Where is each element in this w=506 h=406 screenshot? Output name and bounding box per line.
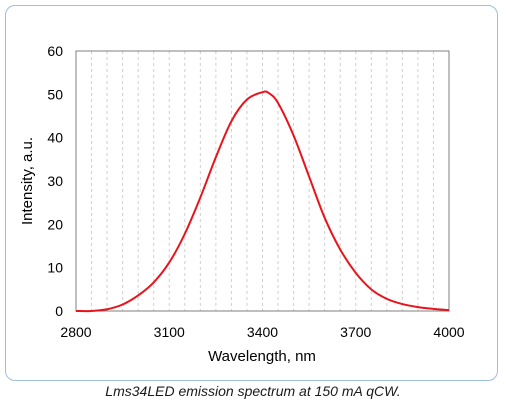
y-tick-label: 30 [47, 173, 63, 189]
x-tick-label: 2800 [60, 324, 91, 340]
y-tick-label: 60 [47, 43, 63, 59]
chart-frame [5, 5, 498, 381]
line-chart: 0 10 20 30 40 50 60 2800 3100 3400 3700 4000 Wavel… [19, 43, 465, 365]
x-tick-label: 3700 [340, 324, 371, 340]
y-tick-label: 0 [55, 303, 63, 319]
y-tick-label: 20 [47, 216, 63, 232]
y-tick-label: 40 [47, 130, 63, 146]
x-axis-title: Wavelength, nm [208, 348, 316, 365]
series-layer [75, 90, 450, 313]
y-tick-label: 10 [47, 260, 63, 276]
x-tick-labels: 2800 3100 3400 3700 4000 [60, 324, 464, 340]
y-tick-labels: 0 10 20 30 40 50 60 [47, 43, 63, 319]
x-tick-label: 3100 [154, 324, 185, 340]
series-line [75, 90, 450, 313]
grid-lines [91, 51, 434, 311]
plot-area [75, 50, 450, 312]
x-tick-label: 3400 [247, 324, 278, 340]
y-tick-label: 50 [47, 86, 63, 102]
figure-caption: Lms34LED emission spectrum at 150 mA qCW… [105, 383, 401, 399]
y-axis-title: Intensity, a.u. [19, 137, 36, 225]
x-tick-label: 4000 [433, 324, 464, 340]
